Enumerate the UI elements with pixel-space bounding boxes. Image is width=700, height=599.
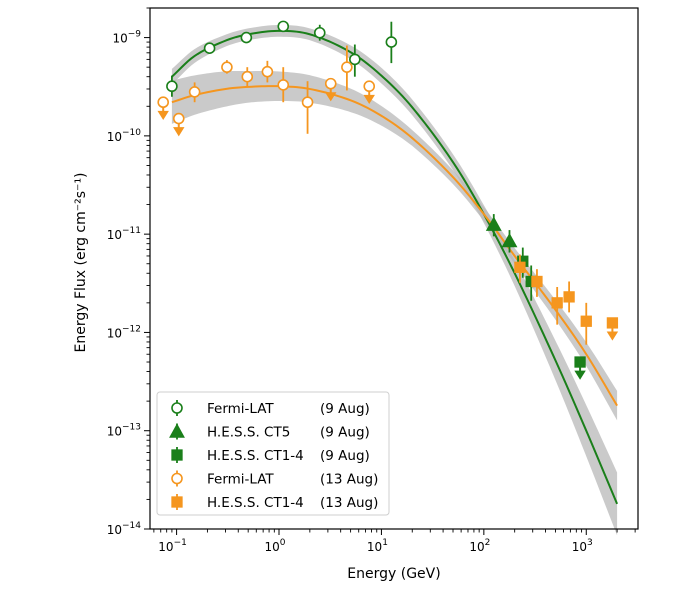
upper-limit-arrow-head <box>325 92 337 102</box>
y-tick-base: 10 <box>107 228 122 242</box>
y-tick-exponent: −10 <box>122 128 141 138</box>
data-point <box>501 233 518 248</box>
y-axis-label: Energy Flux (erg cm⁻²s⁻¹) <box>73 172 89 352</box>
y-tick-base: 10 <box>107 523 122 537</box>
model-bands <box>171 24 618 536</box>
y-tick-label: 10−13 <box>107 423 141 439</box>
data-point <box>313 26 326 39</box>
series-0 <box>166 20 398 97</box>
x-tick-label: 100 <box>265 538 286 554</box>
y-tick-base: 10 <box>107 326 122 340</box>
legend-series-name: H.E.S.S. CT5 <box>207 425 290 441</box>
legend-series-date: (13 Aug) <box>320 472 378 488</box>
x-tick-label: 102 <box>469 538 490 554</box>
y-tick-base: 10 <box>107 130 122 144</box>
data-point <box>277 20 290 33</box>
upper-limit-marker <box>606 317 619 329</box>
x-tick-label: 101 <box>367 538 388 554</box>
legend-box <box>156 391 390 516</box>
y-tick-exponent: −14 <box>122 521 141 531</box>
data-point <box>485 216 502 231</box>
data-point <box>514 261 526 273</box>
x-tick-base: 10 <box>367 540 382 554</box>
upper-limit-arrow-head <box>574 370 586 380</box>
y-tick-exponent: −12 <box>122 324 141 334</box>
data-point <box>241 70 254 83</box>
upper-limit-marker <box>157 96 169 109</box>
series-3 <box>157 45 376 137</box>
y-tick-label: 10−11 <box>107 226 141 242</box>
y-tick-base: 10 <box>112 32 127 46</box>
upper-limit-arrow-head <box>363 94 375 104</box>
x-tick-base: 10 <box>572 540 587 554</box>
y-tick-exponent: −11 <box>122 226 141 236</box>
data-point <box>261 65 274 78</box>
data-point <box>341 61 353 73</box>
data-point <box>166 80 178 93</box>
data-point <box>240 31 253 44</box>
legend-marker <box>171 496 183 508</box>
x-tick-exponent: 0 <box>280 538 286 548</box>
data-point <box>551 297 563 309</box>
y-tick-exponent: −13 <box>122 423 141 433</box>
legend-marker <box>171 402 183 414</box>
upper-limit-arrow-head <box>606 331 619 341</box>
x-axis-label: Energy (GeV) <box>347 566 440 582</box>
legend-series-date: (9 Aug) <box>320 401 370 417</box>
y-tick-label: 10−12 <box>107 324 141 340</box>
data-point <box>563 291 575 303</box>
data-point <box>188 86 201 98</box>
data-points <box>157 20 619 380</box>
x-tick-exponent: 1 <box>382 538 388 548</box>
model-band <box>171 70 618 421</box>
data-point <box>203 42 216 54</box>
legend-marker <box>171 449 183 461</box>
legend: Fermi-LAT (9 Aug) H.E.S.S. CT5 (9 Aug) H.E.S… <box>156 391 390 516</box>
data-point <box>349 53 361 66</box>
x-tick-label: 103 <box>572 538 593 554</box>
legend-series-name: H.E.S.S. CT1-4 <box>207 448 304 464</box>
legend-series-date: (13 Aug) <box>320 495 378 511</box>
y-tick-exponent: −9 <box>128 30 142 40</box>
upper-limit-marker <box>324 77 337 90</box>
legend-marker <box>171 472 183 485</box>
model-curve <box>171 85 618 407</box>
legend-marker <box>169 423 185 438</box>
x-tick-base: 10 <box>265 540 280 554</box>
upper-limit-arrow-head <box>173 127 185 137</box>
legend-series-name: H.E.S.S. CT1-4 <box>207 495 304 511</box>
x-tick-base: 10 <box>158 540 173 554</box>
x-tick-exponent: 3 <box>587 538 593 548</box>
legend-series-name: Fermi-LAT <box>207 472 274 488</box>
series-4 <box>514 254 619 345</box>
x-tick-exponent: −1 <box>174 538 187 548</box>
data-point <box>385 36 398 48</box>
y-tick-label: 10−14 <box>107 521 142 537</box>
legend-series-name: Fermi-LAT <box>207 401 274 417</box>
x-tick-exponent: 2 <box>485 538 491 548</box>
data-point <box>277 79 290 91</box>
data-point <box>221 61 233 73</box>
y-tick-label: 10−10 <box>107 128 142 144</box>
y-tick-label: 10−9 <box>112 30 141 46</box>
legend-series-date: (9 Aug) <box>320 448 370 464</box>
x-tick-base: 10 <box>469 540 484 554</box>
upper-limit-arrow-head <box>157 110 169 120</box>
data-point <box>301 96 314 109</box>
data-point <box>531 275 543 288</box>
data-point <box>580 315 592 327</box>
upper-limit-marker <box>363 80 376 93</box>
series-1 <box>485 214 518 253</box>
axis-ticks: 10−1 100 101 102 10310−1410−1310−1210−1110−1… <box>107 7 636 554</box>
y-tick-base: 10 <box>107 425 122 439</box>
upper-limit-marker <box>574 356 586 368</box>
upper-limit-marker <box>172 112 185 125</box>
x-tick-label: 10−1 <box>158 538 187 554</box>
plot-frame <box>149 7 639 530</box>
legend-series-date: (9 Aug) <box>320 425 370 441</box>
